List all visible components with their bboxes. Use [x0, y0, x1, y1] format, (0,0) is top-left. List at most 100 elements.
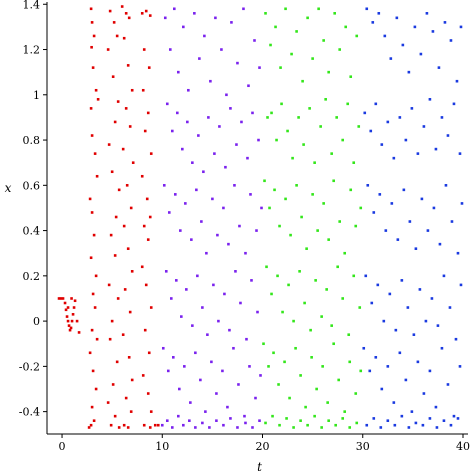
data-point — [143, 328, 147, 332]
data-point — [146, 111, 150, 115]
data-point — [306, 423, 309, 427]
data-point — [57, 297, 61, 300]
data-point — [127, 356, 131, 359]
y-axis-ticks: -0.4 -0.2 0 0.2 0.4 0.6 0.8 1 1.2 1.4 — [19, 0, 47, 419]
data-point — [365, 423, 369, 427]
data-point — [452, 102, 456, 106]
data-point — [124, 396, 128, 400]
data-point — [176, 111, 179, 115]
data-point — [380, 387, 384, 391]
data-point — [198, 57, 201, 60]
data-point — [357, 125, 361, 128]
data-point — [186, 120, 189, 124]
data-point — [377, 12, 381, 15]
data-point — [191, 324, 194, 327]
data-point — [251, 111, 254, 115]
data-point — [156, 423, 160, 427]
data-point — [362, 346, 366, 350]
data-point — [196, 274, 199, 278]
data-point — [258, 419, 261, 422]
data-point — [140, 265, 144, 269]
data-point — [343, 251, 347, 255]
data-point — [364, 274, 368, 278]
data-point — [91, 292, 95, 296]
data-point — [358, 306, 362, 309]
data-point — [211, 197, 214, 201]
data-point — [146, 392, 150, 395]
data-point — [223, 292, 226, 296]
data-point — [244, 421, 247, 425]
data-point — [149, 306, 153, 309]
data-point — [165, 102, 169, 106]
data-point — [232, 346, 235, 350]
data-point — [290, 52, 293, 56]
data-point — [91, 369, 95, 373]
data-point — [359, 206, 363, 210]
data-point — [313, 161, 316, 164]
data-point — [442, 274, 446, 278]
data-point — [148, 426, 152, 429]
data-point — [446, 383, 450, 386]
data-point — [90, 211, 94, 214]
data-point — [66, 306, 70, 309]
data-point — [202, 170, 205, 174]
data-point — [355, 34, 359, 38]
data-point — [255, 229, 258, 232]
data-point — [341, 138, 345, 142]
data-point — [460, 202, 464, 205]
data-point — [295, 184, 298, 187]
data-point — [370, 301, 374, 305]
y-tick-label: 1.2 — [23, 44, 41, 57]
data-point — [235, 143, 238, 146]
data-point — [199, 378, 202, 382]
data-point — [264, 421, 267, 425]
data-point — [404, 138, 408, 142]
data-point — [278, 224, 281, 228]
data-point — [459, 25, 463, 29]
data-point — [395, 16, 399, 20]
data-point — [426, 229, 430, 232]
data-point — [299, 419, 302, 422]
data-point — [184, 202, 187, 205]
data-point — [407, 426, 411, 429]
data-point — [355, 421, 359, 425]
data-point — [163, 16, 167, 20]
data-point — [372, 417, 376, 420]
data-point — [276, 274, 279, 278]
data-point — [418, 288, 422, 291]
data-point — [126, 64, 130, 67]
data-point — [449, 423, 453, 427]
data-point — [110, 319, 114, 323]
data-point — [334, 423, 337, 427]
data-point — [302, 143, 305, 146]
data-point — [425, 12, 429, 15]
data-point — [95, 174, 99, 178]
data-point — [116, 297, 120, 300]
data-point — [225, 93, 228, 97]
data-point — [208, 426, 211, 429]
data-point — [266, 116, 269, 119]
data-point — [215, 392, 218, 395]
data-point — [90, 405, 94, 409]
data-point — [201, 306, 204, 309]
data-point — [147, 351, 151, 355]
data-point — [125, 184, 129, 187]
data-point — [446, 134, 450, 137]
data-point — [185, 288, 188, 291]
data-point — [389, 57, 393, 60]
x-axis-ticks: 0 10 20 30 40 — [59, 434, 470, 453]
data-point — [299, 374, 302, 377]
data-point — [117, 426, 121, 429]
data-point — [368, 369, 372, 373]
data-point — [149, 410, 153, 413]
data-point — [292, 319, 295, 323]
data-point — [386, 120, 390, 124]
data-point — [180, 315, 183, 318]
data-point — [392, 401, 396, 404]
data-point — [435, 426, 439, 429]
data-point — [378, 193, 382, 196]
x-tick-label: 0 — [59, 440, 66, 453]
data-point — [242, 7, 245, 11]
data-point — [428, 369, 432, 373]
data-point — [316, 229, 319, 232]
